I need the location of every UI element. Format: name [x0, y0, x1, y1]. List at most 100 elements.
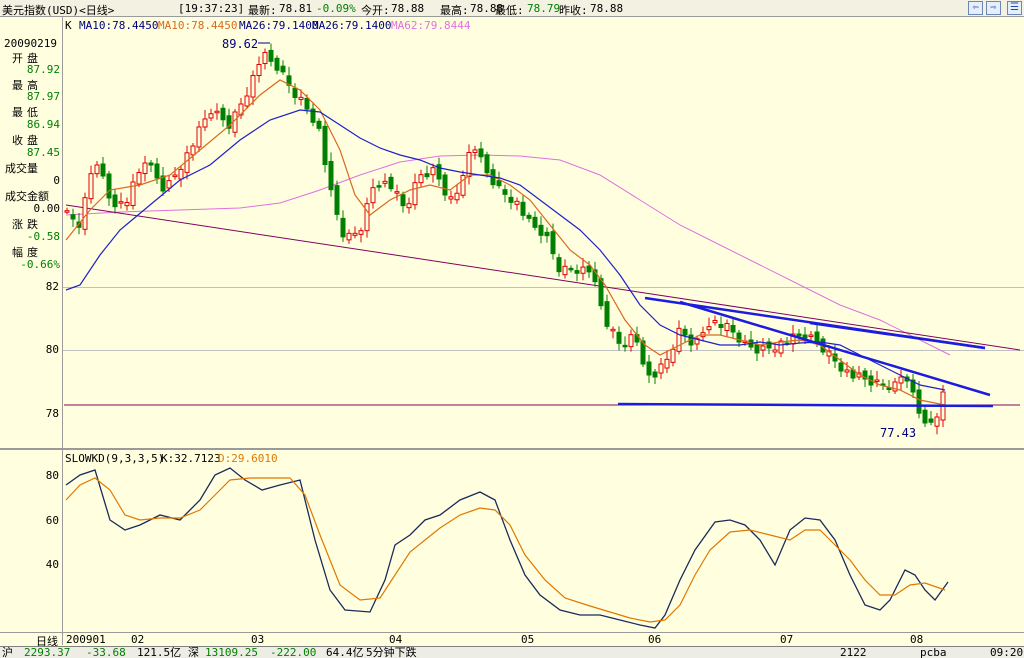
candle-body	[796, 333, 802, 337]
candle-body	[658, 363, 664, 374]
candle-body	[520, 201, 526, 216]
candle-body	[610, 328, 616, 332]
candle-body	[862, 370, 868, 380]
candle-body	[262, 51, 268, 64]
candle-body	[70, 214, 76, 220]
y-tick-78: 78	[45, 407, 59, 420]
candle-body	[226, 115, 232, 129]
candle-body	[442, 174, 448, 196]
y-tick-82: 82	[45, 280, 59, 293]
candle-body	[388, 176, 394, 190]
x-axis	[0, 632, 1024, 646]
candle-body	[100, 163, 106, 177]
price-chart[interactable]: 89.62 77.43	[64, 17, 1024, 633]
candle-body	[88, 173, 94, 200]
ma26-line	[65, 109, 946, 391]
candle-body	[394, 191, 400, 194]
kd-tick-60: 60	[45, 514, 59, 527]
menu-icon[interactable]: ☰	[1007, 1, 1022, 15]
candle-body	[640, 340, 646, 365]
candle-body	[64, 210, 70, 213]
candle-body	[346, 232, 352, 241]
candle-body	[772, 349, 778, 353]
gridline-82	[63, 287, 1024, 288]
candle-body	[682, 328, 688, 336]
candle-body	[178, 168, 184, 180]
candle-body	[322, 125, 328, 165]
back-arrow-icon[interactable]: ⇦	[968, 1, 983, 15]
candle-body	[364, 203, 370, 232]
candle-body	[142, 162, 148, 174]
instrument-name: 美元指数(USD)<日线>	[2, 4, 115, 17]
status-message: 5分钟下跌	[366, 646, 417, 658]
candle-body	[676, 327, 682, 352]
forward-arrow-icon[interactable]: ⇨	[986, 1, 1001, 15]
candle-body	[484, 154, 490, 174]
prev-close-label: 昨收:	[559, 4, 588, 17]
candle-body	[166, 180, 172, 189]
status-sz-label: 深	[188, 646, 199, 658]
high-annotation: 89.62	[222, 37, 258, 51]
info-amount-value: 0.00	[33, 202, 61, 215]
candle-body	[424, 173, 430, 178]
candle-body	[310, 108, 316, 123]
status-number: 2122	[840, 646, 867, 658]
candle-body	[436, 164, 442, 180]
candle-body	[238, 103, 244, 116]
x-label-02: 02	[131, 633, 145, 646]
clock: [19:37:23]	[178, 2, 245, 15]
x-label-07: 07	[780, 633, 794, 646]
candle-body	[802, 334, 808, 339]
change-percent: -0.09%	[316, 2, 356, 15]
candle-body	[340, 217, 346, 238]
candle-body	[286, 75, 292, 86]
info-low-label: 最低	[12, 106, 42, 119]
candle-body	[244, 95, 250, 107]
ma10-line	[65, 79, 946, 406]
candle-body	[778, 340, 784, 354]
status-tag: pcba	[920, 646, 947, 658]
x-label-04: 04	[389, 633, 403, 646]
candle-body	[118, 201, 124, 204]
info-change-label: 涨跌	[12, 218, 42, 231]
info-amplitude-label: 幅度	[12, 246, 42, 259]
kd-legend-name: SLOWKD(9,3,3,5)	[65, 452, 165, 465]
latest-label: 最新:	[248, 4, 277, 17]
trendline-segment	[809, 321, 986, 350]
candle-body	[760, 345, 766, 351]
candle-body	[496, 180, 502, 187]
candle-body	[472, 149, 478, 154]
annotations: 89.62 77.43	[222, 37, 916, 440]
period-label: 日线	[36, 635, 58, 648]
x-label-03: 03	[251, 633, 265, 646]
info-close-value: 87.45	[26, 146, 60, 159]
pane-divider[interactable]	[0, 448, 1024, 450]
status-time: 09:20	[990, 646, 1024, 658]
status-sh-amount: 121.5亿	[137, 646, 182, 658]
info-low-value: 86.94	[26, 118, 60, 131]
kd-legend-d: D:29.6010	[218, 452, 278, 465]
candle-body	[208, 113, 214, 119]
legend-ma10-a: MA10:78.4450	[79, 19, 159, 32]
status-sh-index: 2293.37	[24, 646, 71, 658]
candle-body	[124, 202, 130, 207]
info-close-label: 收盘	[12, 134, 42, 147]
info-high-label: 最高	[12, 79, 42, 92]
candle-body	[214, 110, 220, 114]
candle-body	[112, 194, 118, 208]
x-label-05: 05	[521, 633, 535, 646]
candle-body	[82, 197, 88, 230]
status-sz-change: -222.00	[270, 646, 317, 658]
candle-body	[400, 194, 406, 207]
ma10-line	[65, 79, 946, 406]
candle-body	[598, 278, 604, 307]
candle-body	[706, 326, 712, 331]
high-value: 78.88	[470, 2, 504, 15]
kd-legend-k: K:32.7123	[161, 452, 221, 465]
candle-body	[274, 57, 280, 71]
candle-body	[934, 416, 940, 427]
legend-ma26-a: MA26:79.1400	[239, 19, 319, 32]
candle-body	[136, 172, 142, 185]
candle-body	[928, 418, 934, 423]
candle-body	[568, 267, 574, 271]
